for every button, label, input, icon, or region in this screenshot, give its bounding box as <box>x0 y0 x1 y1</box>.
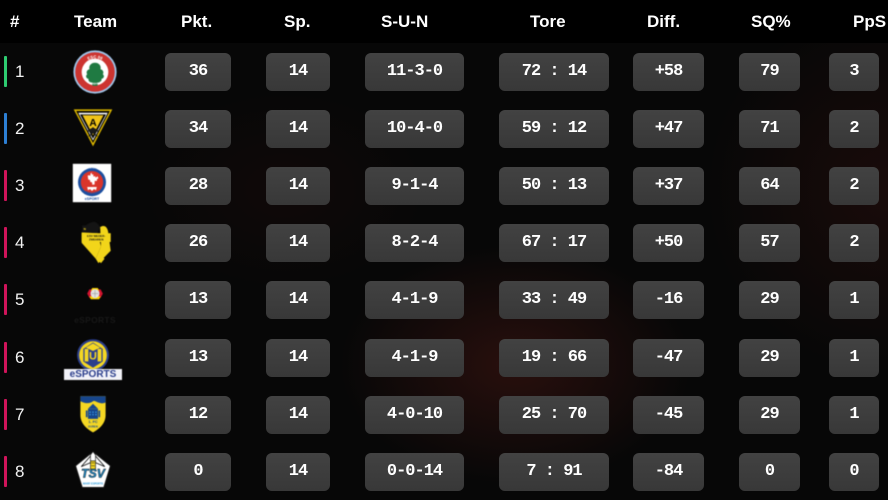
svg-text:U: U <box>89 350 97 362</box>
svg-text:eSPORT: eSPORT <box>85 197 100 201</box>
svg-text:1. FC: 1. FC <box>88 420 97 424</box>
svg-text:ZWEHREN: ZWEHREN <box>89 238 103 242</box>
svg-text:TSV: TSV <box>81 466 106 480</box>
svg-text:WARF ESPORTS: WARF ESPORTS <box>83 482 103 485</box>
svg-text:DUREN: DUREN <box>88 424 98 428</box>
